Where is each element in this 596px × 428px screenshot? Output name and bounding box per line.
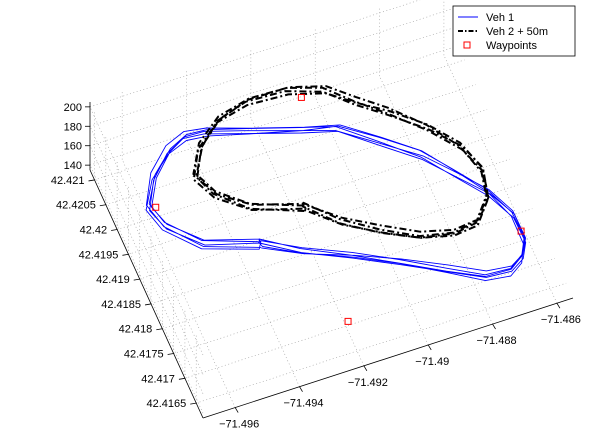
x-tick-mark xyxy=(492,323,496,330)
x-tick-mark xyxy=(556,303,561,309)
x-tick-mark xyxy=(299,386,303,392)
x-tick-label: −71.494 xyxy=(283,398,323,410)
waypoint-marker xyxy=(152,203,160,211)
floor-grid-y xyxy=(105,84,476,206)
axis-layer xyxy=(85,102,574,419)
z-tick-label: 200 xyxy=(64,102,82,114)
back-wall-grid-z xyxy=(89,0,421,108)
y-tick-mark xyxy=(144,303,152,306)
legend: Veh 1 Veh 2 + 50m Waypoints xyxy=(452,5,576,57)
x-tick-label: −71.49 xyxy=(415,356,449,368)
z-tick-label: 140 xyxy=(64,160,82,172)
y-tick-mark xyxy=(122,253,129,256)
legend-label: Waypoints xyxy=(486,40,537,52)
tick-label-layer: −71.496 −71.494 −71.492 −71.49 −71.488 −71.48… xyxy=(51,102,581,428)
y-tick-label: 42.4165 xyxy=(146,398,186,410)
floor-grid-y xyxy=(150,183,522,305)
y-tick-label: 42.421 xyxy=(51,175,85,187)
y-tick-mark xyxy=(178,377,185,380)
y-tick-mark xyxy=(99,204,106,207)
y-tick-label: 42.4185 xyxy=(101,299,141,311)
floor-grid-y xyxy=(184,258,556,379)
y-tick-label: 42.418 xyxy=(119,324,153,336)
y-tick-label: 42.4205 xyxy=(56,200,96,212)
y-tick-label: 42.4175 xyxy=(124,349,164,361)
floor-grid-y xyxy=(139,158,510,280)
z-tick-label: 160 xyxy=(64,141,82,153)
x-tick-label: −71.492 xyxy=(348,377,388,389)
waypoint-marker xyxy=(344,317,352,325)
floor-grid-y xyxy=(94,59,465,181)
y-tick-label: 42.4195 xyxy=(79,249,119,261)
x-tick-mark xyxy=(234,407,239,413)
back-wall-grid-z xyxy=(89,6,461,127)
legend-marker xyxy=(463,41,471,49)
x-tick-label: −71.486 xyxy=(541,314,581,326)
series-line-2 xyxy=(192,85,490,239)
floor-grid-x xyxy=(379,75,493,325)
z-tick-label: 180 xyxy=(64,121,82,133)
back-wall-grid-z xyxy=(89,44,461,166)
series-layer xyxy=(145,85,527,325)
legend-label: Veh 2 + 50m xyxy=(486,26,548,38)
y-tick-label: 42.417 xyxy=(141,373,175,385)
series-line-1 xyxy=(145,124,527,282)
x-tick-label: −71.496 xyxy=(219,419,259,428)
y-tick-mark xyxy=(167,353,174,355)
y-tick-label: 42.419 xyxy=(96,274,130,286)
floor-grid-x xyxy=(186,138,300,387)
legend-label: Veh 1 xyxy=(486,12,514,24)
floor-grid-x xyxy=(121,159,236,408)
x-tick-mark xyxy=(363,365,368,372)
y-tick-mark xyxy=(190,402,197,405)
y-axis-line xyxy=(89,169,204,419)
y-tick-mark xyxy=(111,229,118,231)
waypoint-marker xyxy=(517,227,525,235)
waypoint-marker xyxy=(297,93,305,101)
y-tick-mark xyxy=(88,179,95,182)
x-tick-label: −71.488 xyxy=(477,335,517,347)
y-tick-mark xyxy=(133,278,140,281)
y-tick-mark xyxy=(156,328,163,331)
floor-grid-y xyxy=(162,208,533,330)
x-tick-mark xyxy=(427,344,432,351)
x-axis-line xyxy=(202,297,574,419)
y-tick-label: 42.42 xyxy=(80,225,108,237)
